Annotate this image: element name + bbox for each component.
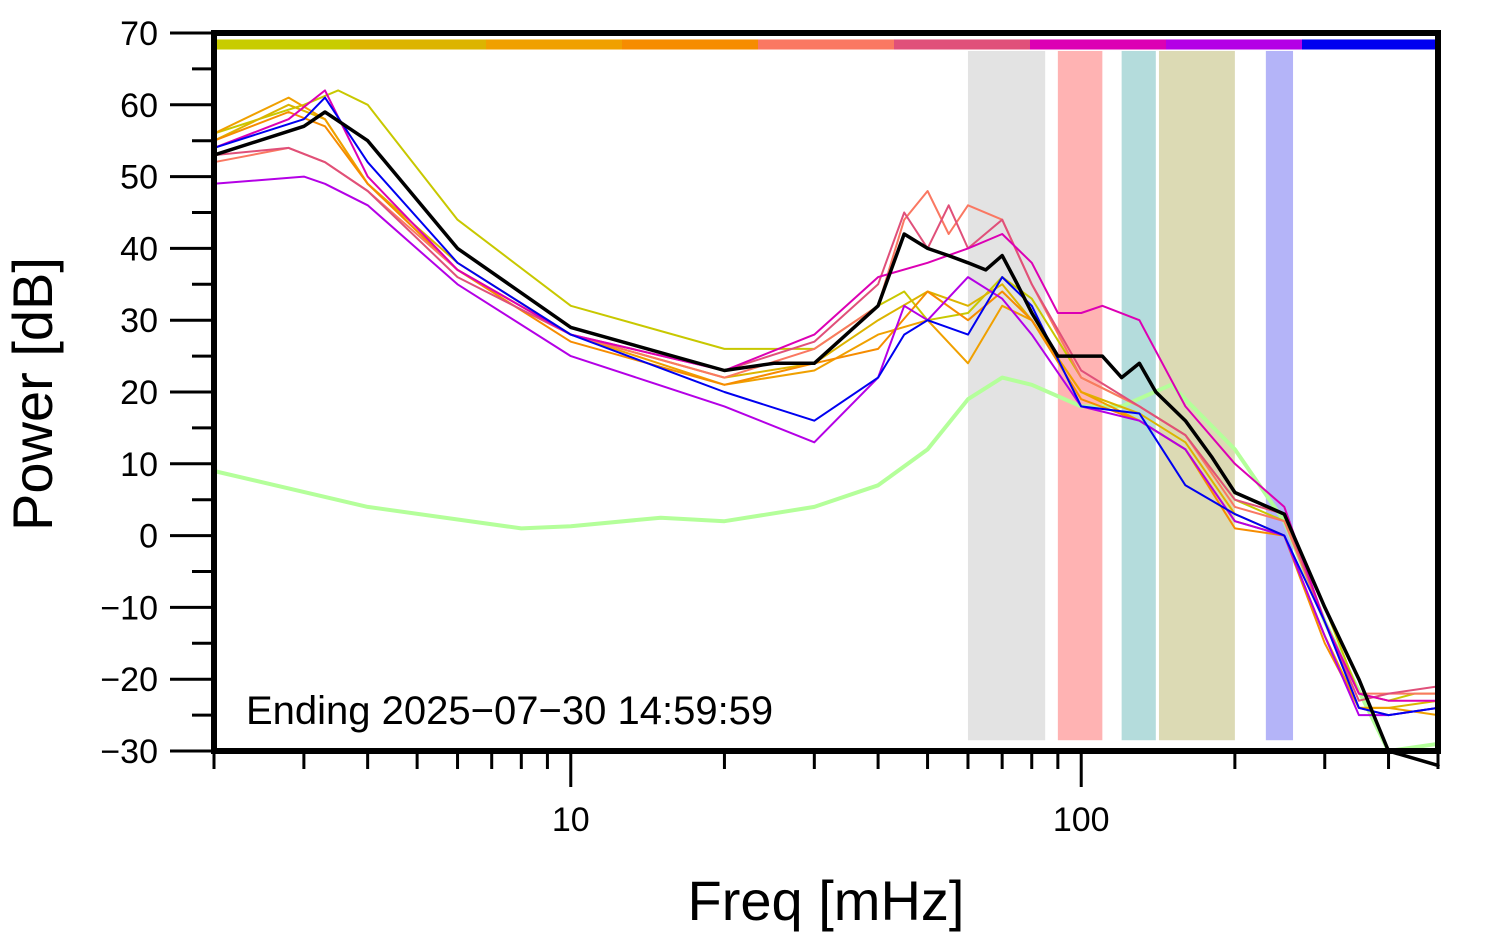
x-axis-title: Freq [mHz]	[688, 869, 965, 932]
frequency-band-4	[1158, 50, 1235, 741]
color-strip-segment-4	[622, 39, 759, 50]
ending-timestamp-annotation: Ending 2025−07−30 14:59:59	[246, 689, 773, 733]
y-tick-label: 30	[120, 302, 158, 340]
y-tick-label: 20	[120, 374, 158, 412]
color-strip	[214, 39, 1439, 50]
color-strip-segment-3	[486, 39, 623, 50]
color-strip-segment-9	[1302, 39, 1439, 50]
x-axis-ticks: 10 100	[212, 751, 1440, 839]
series-line-6	[213, 146, 1439, 695]
y-tick-label: 60	[120, 87, 158, 125]
y-tick-label: 0	[139, 518, 158, 556]
color-strip-segment-6	[894, 39, 1031, 50]
y-axis-ticks: 70 60 50 40 30 20 10 0 −10 −20 −30	[100, 15, 214, 771]
series-lines	[212, 89, 1440, 768]
y-axis-title: Power [dB]	[1, 257, 64, 531]
y-tick-label: 10	[120, 446, 158, 484]
frequency-band-5	[1265, 50, 1294, 741]
y-tick-label: −20	[100, 661, 158, 699]
frequency-band-1	[967, 50, 1046, 741]
x-tick-label: 10	[552, 801, 590, 839]
frequency-bands	[967, 50, 1294, 741]
x-tick-label: 100	[1053, 801, 1110, 839]
y-tick-label: 70	[120, 15, 158, 53]
series-line-11	[212, 110, 1440, 768]
color-strip-segment-1	[214, 39, 351, 50]
color-strip-segment-8	[1166, 39, 1303, 50]
color-strip-segment-2	[350, 39, 487, 50]
series-line-10	[213, 96, 1439, 717]
color-strip-segment-5	[758, 39, 895, 50]
y-tick-label: 40	[120, 230, 158, 268]
y-tick-label: −10	[100, 589, 158, 627]
series-line-9	[213, 175, 1439, 717]
y-tick-label: 50	[120, 159, 158, 197]
color-strip-segment-7	[1030, 39, 1167, 50]
y-tick-label: −30	[100, 733, 158, 771]
